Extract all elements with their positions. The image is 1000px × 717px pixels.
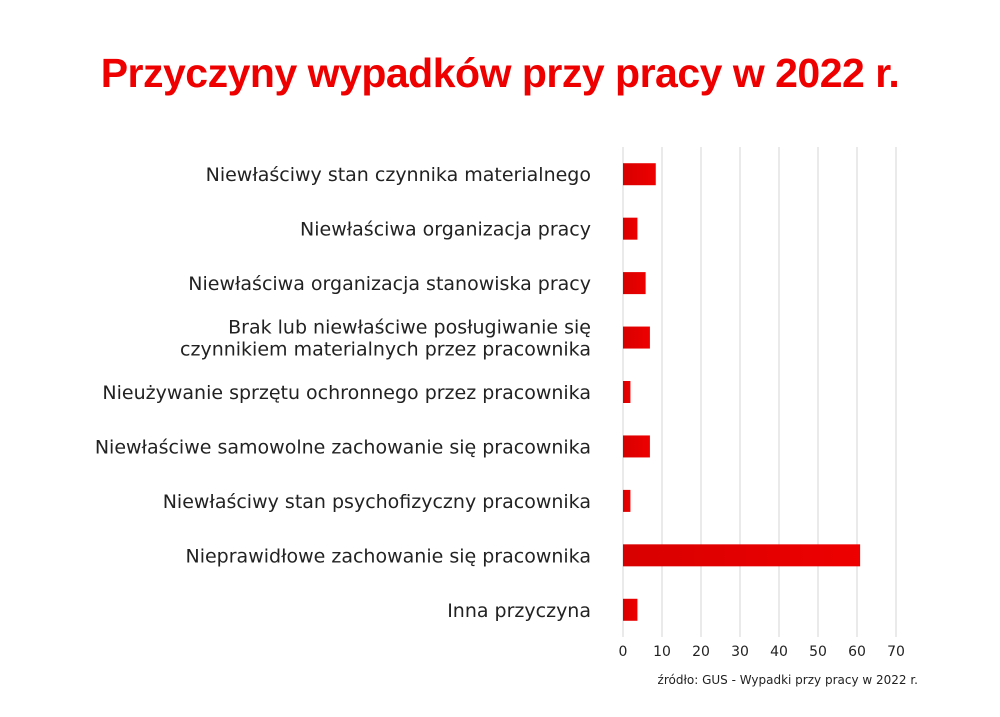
x-tick-label: 20 — [692, 644, 710, 660]
bar — [623, 272, 646, 295]
category-label: Niewłaściwy stan czynnika materialnego — [206, 164, 591, 186]
x-tick-label: 70 — [887, 644, 905, 660]
x-tick-label: 10 — [653, 644, 671, 660]
bar — [623, 381, 631, 403]
category-label: Nieużywanie sprzętu ochronnego przez pra… — [102, 382, 591, 404]
category-label: czynnikiem materialnych przez pracownika — [180, 339, 591, 361]
bar — [623, 326, 650, 349]
category-label: Niewłaściwa organizacja pracy — [300, 219, 591, 241]
category-label: Niewłaściwa organizacja stanowiska pracy — [188, 273, 591, 295]
bar — [623, 435, 650, 458]
x-tick-label: 60 — [848, 644, 866, 660]
x-tick-label: 50 — [809, 644, 827, 660]
x-tick-label: 0 — [619, 644, 628, 660]
category-label: Brak lub niewłaściwe posługiwanie się — [228, 317, 591, 339]
chart-title: Przyczyny wypadków przy pracy w 2022 r. — [100, 50, 900, 96]
category-label: Niewłaściwe samowolne zachowanie się pra… — [95, 436, 591, 458]
x-tick-label: 40 — [770, 644, 788, 660]
source-note: źródło: GUS - Wypadki przy pracy w 2022 … — [657, 673, 918, 687]
bar — [623, 598, 638, 621]
x-tick-label: 30 — [731, 644, 749, 660]
bar — [623, 217, 638, 240]
category-label: Niewłaściwy stan psychofizyczny pracowni… — [163, 491, 591, 513]
category-label: Nieprawidłowe zachowanie się pracownika — [186, 545, 592, 567]
bar — [623, 489, 631, 512]
category-label: Inna przyczyna — [447, 600, 591, 622]
bar — [623, 163, 656, 186]
bar — [623, 544, 861, 567]
